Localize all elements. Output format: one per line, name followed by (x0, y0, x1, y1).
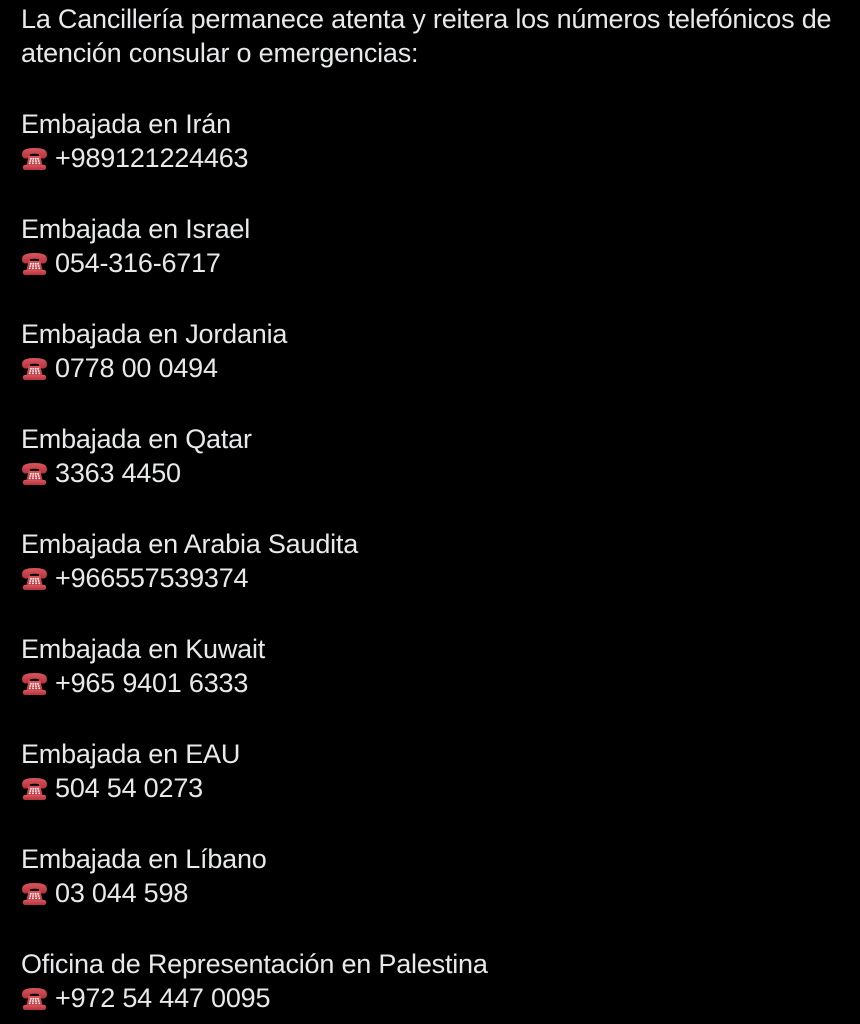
embassy-name: Embajada en Qatar (21, 424, 252, 454)
telephone-icon (21, 460, 48, 487)
telephone-icon (21, 145, 48, 172)
contact-entry: Embajada en Líbano 03 044 598 (21, 842, 850, 910)
phone-number: 0778 00 0494 (55, 353, 218, 383)
phone-line: 03 044 598 (21, 876, 850, 910)
phone-number: 03 044 598 (55, 878, 189, 908)
telephone-icon (21, 355, 48, 382)
phone-number: +989121224463 (55, 143, 249, 173)
contact-entry: Embajada en Qatar 3363 4450 (21, 422, 850, 490)
contact-entry: Oficina de Representación en Palestina +… (21, 947, 850, 1015)
phone-line: +989121224463 (21, 141, 850, 175)
contact-entry: Embajada en Irán +989121224463 (21, 107, 850, 175)
phone-number: +966557539374 (55, 563, 249, 593)
telephone-icon (21, 880, 48, 907)
embassy-name: Embajada en EAU (21, 739, 241, 769)
embassy-name: Embajada en Arabia Saudita (21, 529, 359, 559)
phone-number: +972 54 447 0095 (55, 983, 271, 1013)
telephone-icon (21, 250, 48, 277)
phone-line: 0778 00 0494 (21, 351, 850, 385)
phone-number: 054-316-6717 (55, 248, 221, 278)
phone-line: +966557539374 (21, 561, 850, 595)
contact-entry: Embajada en EAU 504 54 0273 (21, 737, 850, 805)
embassy-name: Embajada en Jordania (21, 319, 288, 349)
phone-line: +965 9401 6333 (21, 666, 850, 700)
embassy-name: Oficina de Representación en Palestina (21, 949, 488, 979)
embassy-name: Embajada en Líbano (21, 844, 267, 874)
contact-entry: Embajada en Kuwait +965 9401 6333 (21, 632, 850, 700)
telephone-icon (21, 670, 48, 697)
embassy-name: Embajada en Irán (21, 109, 231, 139)
contact-entry: Embajada en Arabia Saudita +966557539374 (21, 527, 850, 595)
phone-line: 054-316-6717 (21, 246, 850, 280)
phone-line: +972 54 447 0095 (21, 981, 850, 1015)
phone-number: +965 9401 6333 (55, 668, 249, 698)
intro-text: La Cancillería permanece atenta y reiter… (21, 4, 832, 68)
embassy-name: Embajada en Israel (21, 214, 251, 244)
phone-line: 504 54 0273 (21, 771, 850, 805)
telephone-icon (21, 565, 48, 592)
contact-entry: Embajada en Jordania 0778 00 0494 (21, 317, 850, 385)
telephone-icon (21, 985, 48, 1012)
embassy-name: Embajada en Kuwait (21, 634, 266, 664)
phone-number: 504 54 0273 (55, 773, 203, 803)
telephone-icon (21, 775, 48, 802)
phone-line: 3363 4450 (21, 456, 850, 490)
contact-entry: Embajada en Israel 054-316-6717 (21, 212, 850, 280)
phone-number: 3363 4450 (55, 458, 181, 488)
